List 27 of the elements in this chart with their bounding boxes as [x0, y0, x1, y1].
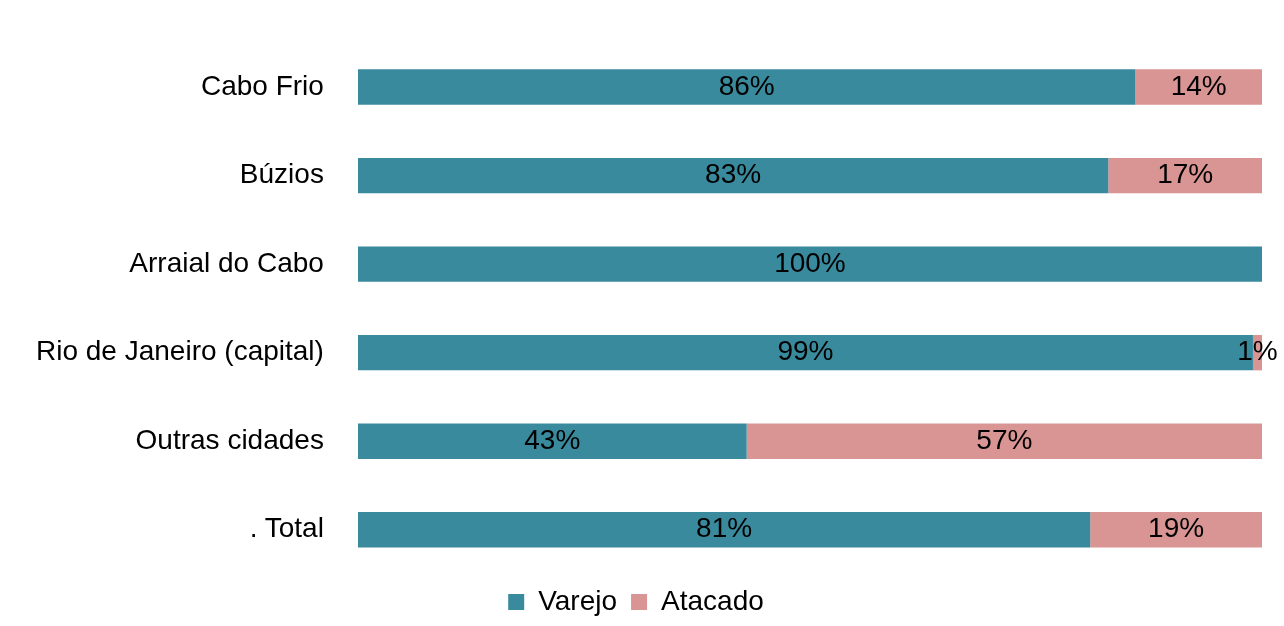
- data-label: 100%: [774, 246, 846, 278]
- y-tick-label: Outras cidades: [135, 423, 324, 455]
- legend-label: Varejo: [538, 584, 618, 616]
- data-label: 17%: [1157, 158, 1214, 190]
- bar: [357, 157, 1109, 194]
- data-label: 57%: [976, 423, 1033, 455]
- y-tick-label: . Total: [249, 512, 324, 544]
- bar: [1108, 157, 1262, 194]
- data-label: 43%: [524, 423, 581, 455]
- bar: [357, 423, 747, 459]
- y-tick-label: Rio de Janeiro (capital): [35, 335, 324, 367]
- bar: [357, 512, 1091, 548]
- data-label: 19%: [1148, 512, 1205, 544]
- y-tick-label: Búzios: [239, 158, 324, 190]
- data-label: 86%: [718, 69, 775, 101]
- bar: [746, 423, 1262, 459]
- legend-label: Atacado: [661, 584, 764, 616]
- bar: [1090, 512, 1262, 548]
- bar: [357, 246, 1262, 282]
- y-tick-label: Arraial do Cabo: [129, 246, 324, 278]
- bar: [357, 69, 1136, 105]
- data-label: 99%: [777, 335, 834, 367]
- data-label: 83%: [705, 158, 762, 190]
- data-label: 81%: [696, 512, 753, 544]
- bar: [1135, 69, 1262, 105]
- y-tick-label: Cabo Frio: [200, 69, 324, 101]
- data-label: 14%: [1170, 69, 1227, 101]
